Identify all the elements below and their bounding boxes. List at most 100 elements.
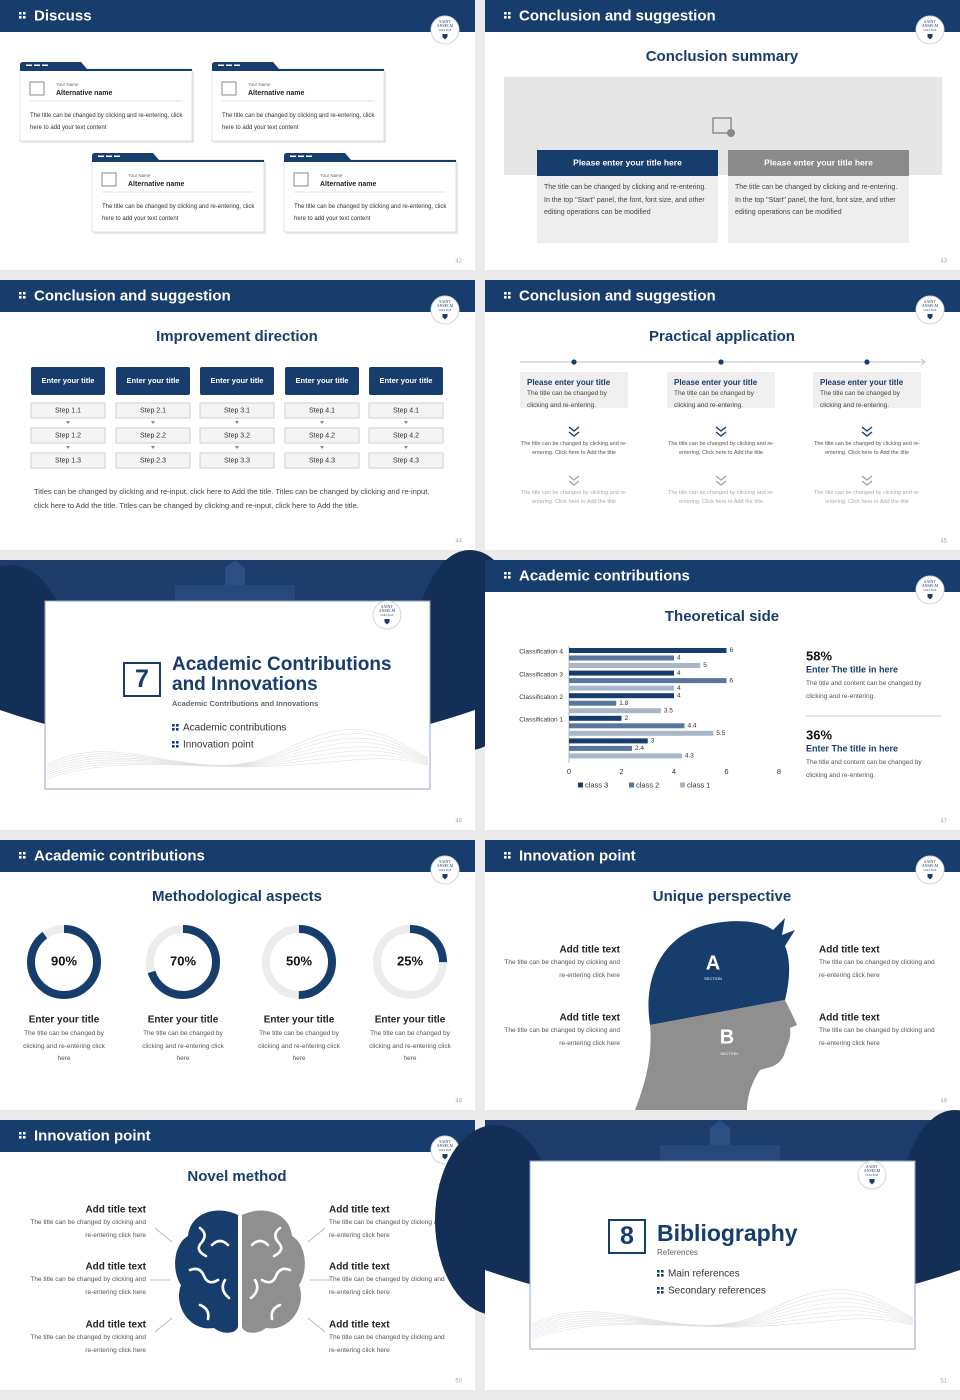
bar bbox=[569, 685, 674, 691]
head-top bbox=[648, 918, 795, 1025]
bullet-dot bbox=[19, 856, 22, 859]
logo-text: ANSELM bbox=[437, 23, 454, 28]
item-detail: The title can be changed by clicking and… bbox=[520, 490, 628, 505]
legend-swatch bbox=[629, 782, 634, 788]
step-box bbox=[284, 402, 360, 419]
donut-arc bbox=[373, 925, 447, 999]
stat-text-box: The title and content can be changed by … bbox=[806, 680, 922, 700]
donut-label: 90% bbox=[51, 953, 77, 968]
item-box bbox=[813, 372, 921, 408]
panel-body bbox=[537, 176, 718, 243]
item-text-box: The title can be changed by clicking and… bbox=[30, 1219, 146, 1239]
bullet-dot bbox=[176, 745, 179, 748]
connector bbox=[307, 1317, 326, 1333]
slide: Conclusion and suggestion SAINTANSELMCOLL… bbox=[0, 280, 475, 550]
bullet-dot bbox=[504, 12, 507, 15]
step-arrow bbox=[320, 446, 324, 449]
bullet-dot bbox=[661, 1287, 664, 1290]
logo-badge bbox=[430, 295, 460, 325]
column-title: Enter your title bbox=[296, 376, 349, 385]
panel-text: The title can be changed by clicking and… bbox=[735, 184, 898, 216]
item-detail: The title can be changed by clicking and… bbox=[667, 490, 775, 505]
step-label: Step 4.1 bbox=[309, 407, 335, 414]
logo-text: ANSELM bbox=[437, 303, 454, 308]
data-label: 3 bbox=[651, 738, 655, 745]
wave-line bbox=[46, 742, 429, 772]
step-box bbox=[199, 427, 275, 444]
bar bbox=[569, 648, 727, 653]
panel-text-box: The title can be changed by clicking and… bbox=[735, 184, 898, 216]
x-tick-label: 8 bbox=[777, 767, 781, 776]
item-title: Please enter your title bbox=[820, 378, 904, 387]
logo-shield bbox=[442, 314, 448, 320]
bullet-dot bbox=[508, 852, 511, 855]
tab-dash bbox=[114, 155, 120, 157]
card-text: The title can be changed by clicking and… bbox=[30, 113, 183, 131]
wave-line bbox=[46, 754, 429, 778]
section-title: Bibliography bbox=[657, 1221, 798, 1246]
item-text-box: The title can be changed by clicking and… bbox=[819, 959, 935, 979]
bullet-dot bbox=[508, 296, 511, 299]
bullet-dot bbox=[504, 576, 507, 579]
item-title: Add title text bbox=[559, 1013, 620, 1024]
step-label: Step 3.1 bbox=[224, 407, 250, 414]
card bbox=[91, 159, 265, 233]
wave-line bbox=[46, 733, 429, 768]
avatar-icon bbox=[29, 81, 45, 96]
step-arrow bbox=[235, 446, 239, 449]
brain-fold bbox=[188, 1226, 231, 1321]
stat-text-box: The title and content can be changed by … bbox=[806, 759, 922, 779]
logo-badge bbox=[915, 15, 945, 45]
section-label: SECTION bbox=[720, 1051, 738, 1056]
card-text-box: The title can be changed by clicking and… bbox=[294, 204, 446, 222]
tab-dash bbox=[306, 155, 312, 157]
avatar-icon bbox=[221, 81, 237, 96]
tab-dash bbox=[226, 64, 232, 66]
item-title: Add title text bbox=[329, 1262, 390, 1273]
wave-line bbox=[531, 1302, 914, 1332]
item-text-box: The title can be changed by clicking and… bbox=[30, 1276, 146, 1296]
header-title: Academic contributions bbox=[34, 847, 205, 864]
donut-label: 25% bbox=[397, 953, 423, 968]
slide: Conclusion and suggestion SAINTANSELMCOLL… bbox=[485, 280, 960, 550]
slide: Academic contributions SAINTANSELMCOLLEGE… bbox=[0, 840, 475, 1110]
item-text-box: The title can be changed by clicking and… bbox=[504, 959, 620, 979]
data-label: 2 bbox=[625, 715, 629, 722]
bullet-dot bbox=[508, 16, 511, 19]
donut-arc bbox=[146, 925, 220, 999]
slide-background bbox=[485, 560, 960, 830]
logo-shield bbox=[927, 874, 933, 880]
logo-text: SAINT bbox=[439, 859, 451, 864]
logo-badge bbox=[372, 600, 402, 630]
tab-dash bbox=[218, 64, 224, 66]
tower-silhouette bbox=[225, 560, 245, 585]
step-box bbox=[115, 402, 191, 419]
bullet-dot bbox=[23, 1132, 26, 1135]
card-label: Your Name bbox=[56, 82, 79, 87]
stat-text: The title and content can be changed by … bbox=[806, 680, 922, 700]
bullet-dot bbox=[23, 852, 26, 855]
category-label: Classification 2 bbox=[519, 694, 563, 701]
bar bbox=[569, 708, 661, 714]
data-label: 4 bbox=[677, 670, 681, 677]
logo-text: ANSELM bbox=[437, 863, 454, 868]
item-text-box: The title can be changed by clicking and… bbox=[23, 1030, 105, 1062]
header-bar bbox=[485, 280, 960, 312]
bullet-dot bbox=[504, 852, 507, 855]
page-number: 46 bbox=[455, 819, 462, 825]
legend-label: class 1 bbox=[687, 780, 710, 789]
item-detail-box: The title can be changed by clicking and… bbox=[521, 441, 627, 456]
logo-badge bbox=[430, 855, 460, 885]
card-label: Your Name bbox=[248, 82, 271, 87]
logo-shield bbox=[442, 1154, 448, 1160]
header-bar bbox=[0, 1120, 475, 1152]
step-box bbox=[284, 427, 360, 444]
card-tab bbox=[284, 153, 456, 162]
bullet-dot bbox=[504, 16, 507, 19]
note-text-box: Titles can be changed by clicking and re… bbox=[34, 487, 429, 510]
slide-title: Theoretical side bbox=[665, 608, 779, 625]
logo-shield bbox=[442, 874, 448, 880]
data-label: 1.8 bbox=[619, 700, 628, 707]
legend-swatch bbox=[578, 782, 583, 788]
item-title: Enter your title bbox=[148, 1015, 219, 1026]
